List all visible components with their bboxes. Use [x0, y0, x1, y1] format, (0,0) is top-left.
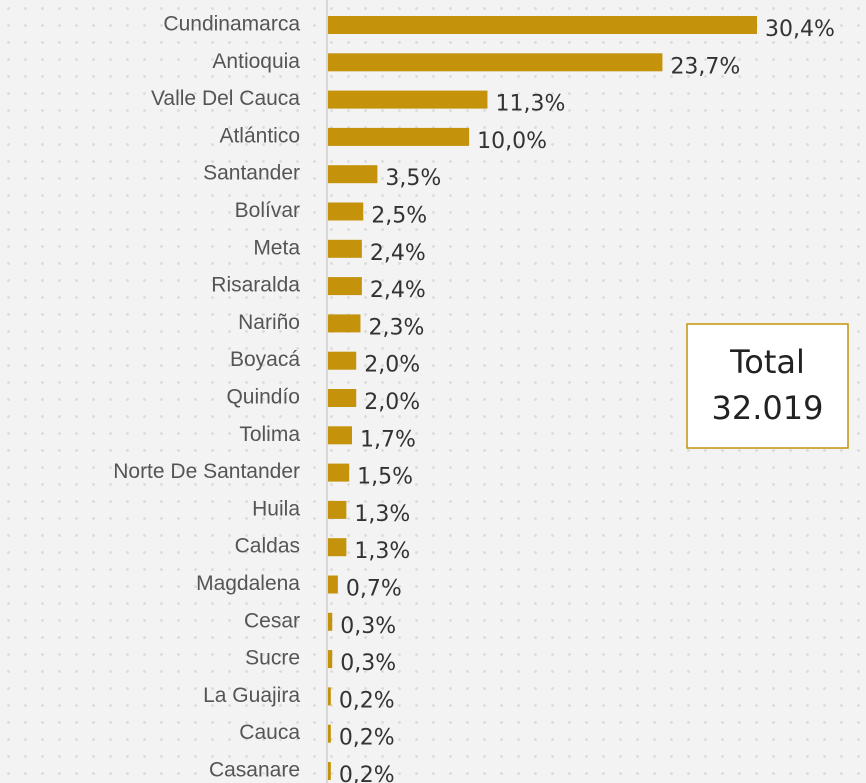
- value-label: 10,0%: [477, 129, 547, 154]
- value-label: 2,0%: [364, 390, 420, 415]
- value-label: 0,2%: [339, 726, 395, 751]
- total-label: Total: [729, 343, 805, 381]
- total-box: [686, 323, 849, 449]
- value-label: 0,3%: [340, 651, 396, 676]
- bar: [328, 426, 352, 445]
- bar: [328, 16, 757, 34]
- value-label: 2,0%: [364, 353, 420, 378]
- category-label: Valle Del Cauca: [151, 87, 300, 110]
- category-label: Cundinamarca: [163, 13, 300, 36]
- category-label: Risaralda: [211, 274, 300, 297]
- category-label: Nariño: [238, 311, 300, 334]
- value-label: 30,4%: [765, 17, 835, 42]
- total-value: 32.019: [712, 389, 824, 427]
- category-label: Boyacá: [230, 348, 300, 371]
- bar: [328, 165, 378, 184]
- bar: [328, 612, 333, 631]
- value-label: 1,3%: [354, 539, 410, 564]
- bar: [328, 90, 488, 109]
- bar: [328, 538, 347, 557]
- category-label: Sucre: [245, 647, 300, 670]
- category-label: Cauca: [239, 721, 300, 744]
- category-label: Bolívar: [235, 199, 300, 222]
- category-label: Antioquia: [212, 50, 300, 73]
- value-label: 0,2%: [339, 688, 395, 713]
- bar: [328, 389, 357, 407]
- value-label: 3,5%: [385, 166, 441, 191]
- category-label: Caldas: [235, 535, 300, 558]
- bar: [328, 53, 663, 72]
- bar: [328, 351, 357, 370]
- value-label: 2,4%: [370, 241, 426, 266]
- value-label: 0,7%: [346, 577, 402, 602]
- category-label: Quindío: [226, 386, 300, 409]
- bar: [328, 762, 331, 780]
- bar: [328, 239, 362, 258]
- bar: [328, 724, 331, 743]
- bar: [328, 127, 470, 146]
- category-label: Tolima: [239, 423, 300, 446]
- category-label: Casanare: [209, 759, 300, 782]
- value-label: 2,3%: [368, 315, 424, 340]
- value-label: 0,3%: [340, 614, 396, 639]
- value-label: 0,2%: [339, 763, 395, 783]
- bar: [328, 202, 364, 221]
- value-label: 2,4%: [370, 278, 426, 303]
- category-label: Huila: [252, 497, 300, 520]
- value-label: 23,7%: [670, 54, 740, 79]
- bar: [328, 650, 333, 669]
- category-label: Santander: [203, 162, 300, 185]
- category-label: Atlántico: [219, 124, 300, 147]
- value-label: 11,3%: [495, 92, 565, 117]
- bar: [328, 500, 347, 519]
- category-label: Magdalena: [196, 572, 300, 595]
- value-label: 1,7%: [360, 427, 416, 452]
- category-label: Meta: [253, 236, 300, 259]
- category-label: La Guajira: [203, 684, 300, 707]
- bar: [328, 463, 350, 482]
- bar: [328, 314, 361, 333]
- value-label: 1,5%: [357, 465, 413, 490]
- bar: [328, 575, 338, 594]
- category-label: Cesar: [244, 609, 300, 632]
- bar: [328, 277, 362, 296]
- bar: [328, 687, 331, 706]
- category-label: Norte De Santander: [113, 460, 300, 483]
- value-label: 1,3%: [354, 502, 410, 527]
- value-label: 2,5%: [371, 204, 427, 229]
